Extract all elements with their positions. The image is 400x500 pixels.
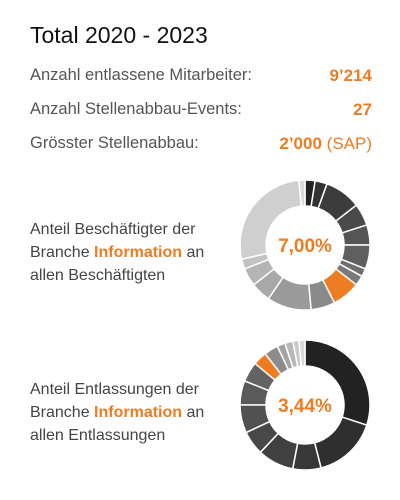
- slice: [313, 416, 368, 469]
- donut-chart-layoffs: 3,44%: [239, 339, 371, 471]
- slice: [298, 179, 306, 207]
- page-title: Total 2020 - 2023: [30, 22, 208, 48]
- industry-highlight: Information: [94, 244, 183, 261]
- chart-description-employees: Anteil Beschäftigter der Branche Informa…: [30, 221, 205, 284]
- slice: [298, 339, 306, 367]
- stat-label: Anzahl entlassene Mitarbeiter:: [30, 66, 252, 84]
- stat-note: (SAP): [326, 134, 372, 153]
- stat-label: Grösster Stellenabbau:: [30, 134, 199, 152]
- industry-highlight: Information: [94, 404, 183, 421]
- center-label: 7,00%: [278, 236, 332, 257]
- stat-label: Anzahl Stellenabbau-Events:: [30, 100, 242, 118]
- stat-value: 9’214: [329, 66, 372, 85]
- donut-chart-employees: 7,00%: [239, 179, 371, 311]
- donut-chart-employees-svg: 7,00%: [239, 179, 371, 311]
- stat-value: 27: [353, 100, 372, 119]
- stat-number: 2’000: [279, 134, 322, 153]
- donut-chart-layoffs-svg: 3,44%: [239, 339, 371, 471]
- center-label: 3,44%: [278, 396, 332, 417]
- stat-value: 2’000 (SAP): [279, 134, 372, 154]
- chart-description-layoffs: Anteil Entlassungen der Branche Informat…: [30, 381, 205, 444]
